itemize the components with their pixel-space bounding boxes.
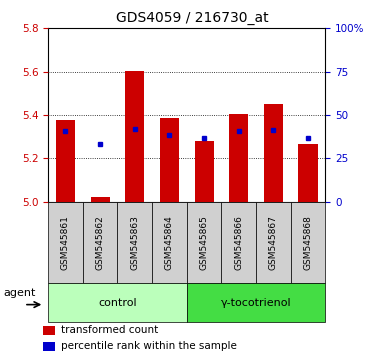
Text: γ-tocotrienol: γ-tocotrienol bbox=[221, 298, 291, 308]
Bar bbox=[48, 283, 187, 322]
Text: control: control bbox=[98, 298, 137, 308]
Text: GDS4059 / 216730_at: GDS4059 / 216730_at bbox=[116, 11, 269, 25]
Bar bbox=[187, 283, 325, 322]
Bar bbox=[43, 342, 55, 351]
Text: GSM545867: GSM545867 bbox=[269, 215, 278, 270]
Bar bbox=[152, 202, 187, 283]
Bar bbox=[43, 326, 55, 335]
Bar bbox=[194, 141, 214, 202]
Bar bbox=[187, 202, 221, 283]
Text: GSM545863: GSM545863 bbox=[130, 215, 139, 270]
Bar bbox=[48, 202, 83, 283]
Bar bbox=[125, 70, 144, 202]
Text: GSM545864: GSM545864 bbox=[165, 215, 174, 270]
Text: agent: agent bbox=[4, 288, 36, 298]
Bar bbox=[56, 120, 75, 202]
Bar bbox=[160, 118, 179, 202]
Text: GSM545868: GSM545868 bbox=[303, 215, 313, 270]
Bar bbox=[117, 202, 152, 283]
Bar bbox=[90, 198, 110, 202]
Bar bbox=[264, 104, 283, 202]
Text: GSM545861: GSM545861 bbox=[61, 215, 70, 270]
Bar bbox=[256, 202, 291, 283]
Text: GSM545866: GSM545866 bbox=[234, 215, 243, 270]
Text: GSM545862: GSM545862 bbox=[95, 215, 105, 270]
Bar bbox=[221, 202, 256, 283]
Bar bbox=[229, 114, 248, 202]
Bar bbox=[291, 202, 325, 283]
Text: percentile rank within the sample: percentile rank within the sample bbox=[61, 341, 237, 352]
Text: GSM545865: GSM545865 bbox=[199, 215, 209, 270]
Bar bbox=[83, 202, 117, 283]
Bar bbox=[298, 144, 318, 202]
Text: transformed count: transformed count bbox=[61, 325, 159, 336]
